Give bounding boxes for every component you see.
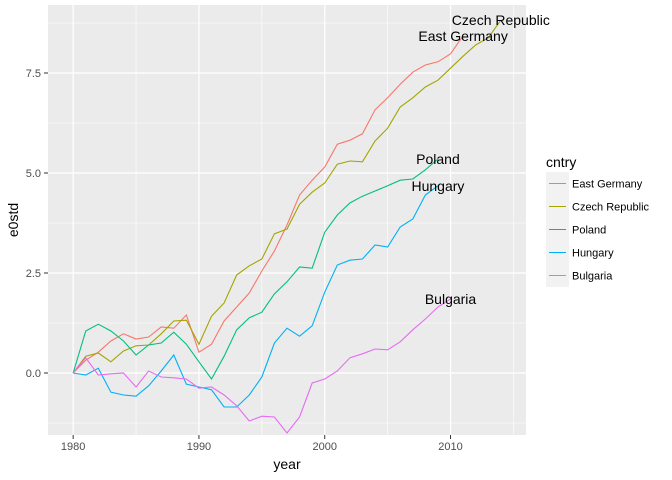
y-axis-ticks: 0.0 2.5 5.0 7.5 xyxy=(26,68,48,380)
series-end-label: East Germany xyxy=(418,28,507,44)
series-line xyxy=(72,298,451,434)
legend-label: Czech Republic xyxy=(572,202,650,214)
legend-label: East Germany xyxy=(572,179,643,191)
series-end-label: Bulgaria xyxy=(425,291,477,307)
series-lines xyxy=(72,19,502,434)
y-tick-label: 7.5 xyxy=(26,68,41,80)
series-end-label: Poland xyxy=(416,151,460,167)
minor-gridlines xyxy=(48,5,526,435)
series-end-label: Czech Republic xyxy=(452,12,550,28)
x-axis-title: year xyxy=(273,456,301,472)
series-line xyxy=(72,158,439,381)
legend-title: cntry xyxy=(546,154,576,170)
x-tick-label: 1980 xyxy=(61,441,85,453)
legend-label: Poland xyxy=(572,225,606,237)
y-tick-label: 0.0 xyxy=(26,368,41,380)
legend-label: Bulgaria xyxy=(572,271,613,283)
x-axis-ticks: 1980 1990 2000 2010 xyxy=(61,435,463,453)
x-tick-label: 1990 xyxy=(187,441,211,453)
series-line xyxy=(73,185,439,408)
x-tick-label: 2000 xyxy=(312,441,336,453)
series-end-label: Hungary xyxy=(411,178,464,194)
x-tick-label: 2010 xyxy=(438,441,462,453)
plot-panel xyxy=(48,5,526,435)
y-axis-title: e0std xyxy=(5,203,21,237)
y-tick-label: 5.0 xyxy=(26,168,41,180)
major-gridlines xyxy=(48,5,526,435)
series-line xyxy=(72,35,464,374)
legend-label: Hungary xyxy=(572,248,614,260)
y-tick-label: 2.5 xyxy=(26,268,41,280)
series-line xyxy=(72,19,502,374)
legend: cntry East Germany Czech Republic Poland Hu… xyxy=(546,154,650,287)
legend-keys: East Germany Czech Republic Poland Hungary B… xyxy=(546,172,650,287)
